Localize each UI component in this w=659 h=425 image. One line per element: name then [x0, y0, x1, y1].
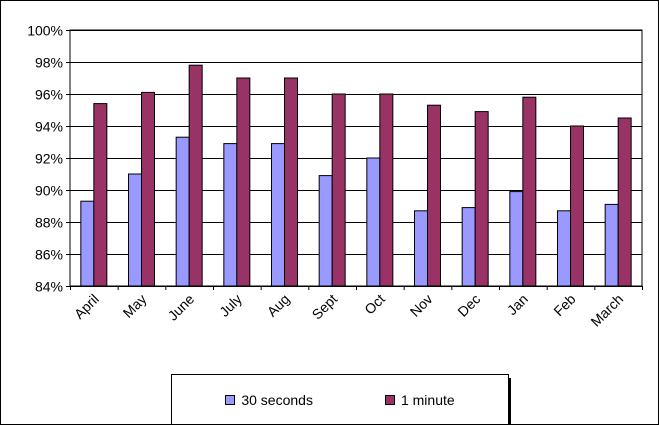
bar-chart: 84% 86% 88% 90% 92% 94% 96% 98% 100% April May Jun…	[27, 23, 643, 330]
bar-1-minute-april	[93, 103, 108, 287]
x-tick-label: April	[71, 291, 102, 322]
gridlines	[69, 29, 643, 287]
y-tick-label: 94%	[35, 119, 63, 135]
bars	[80, 64, 632, 287]
y-tick-label: 88%	[35, 215, 63, 231]
y-axis: 84% 86% 88% 90% 92% 94% 96% 98% 100%	[27, 23, 70, 295]
y-tick-label: 92%	[35, 151, 63, 167]
x-tick-label: Sept	[309, 291, 341, 323]
x-tick-label: Nov	[407, 291, 436, 320]
bar-30-seconds-june	[175, 136, 190, 287]
bar-1-minute-aug	[284, 77, 298, 287]
legend-label-1-minute: 1 minute	[400, 391, 455, 408]
bar-30-seconds-april	[80, 200, 95, 287]
bar-30-seconds-jan	[509, 191, 524, 287]
legend: 30 seconds 1 minute	[171, 374, 511, 424]
x-axis: April May June July Aug Sept Oct Nov Dec Jan Feb Ma…	[70, 286, 643, 330]
bar-30-seconds-aug	[271, 143, 285, 287]
bar-30-seconds-march	[604, 203, 619, 287]
y-tick-label: 84%	[35, 279, 63, 295]
x-tick-label: May	[120, 291, 150, 321]
bar-1-minute-march	[617, 117, 632, 287]
x-tick-label: Jan	[504, 291, 531, 318]
bar-30-seconds-oct	[366, 157, 381, 287]
bar-30-seconds-dec	[461, 207, 476, 287]
x-tick-label: Oct	[361, 291, 388, 318]
bar-1-minute-dec	[474, 111, 489, 287]
bar-1-minute-jan	[522, 96, 537, 287]
y-tick-label: 98%	[35, 55, 63, 71]
bar-1-minute-july	[236, 77, 251, 287]
legend-swatch-30-seconds	[225, 394, 236, 405]
x-tick-label: Aug	[264, 291, 293, 320]
x-tick-label: June	[165, 291, 198, 324]
bar-30-seconds-sept	[318, 175, 333, 287]
bar-1-minute-feb	[570, 125, 584, 287]
x-tick-label: Feb	[550, 291, 579, 320]
legend-label-30-seconds: 30 seconds	[241, 391, 313, 408]
x-tick-label: July	[216, 291, 245, 320]
bar-1-minute-oct	[379, 93, 394, 287]
bar-30-seconds-july	[223, 143, 238, 287]
bar-1-minute-nov	[427, 104, 441, 287]
y-tick-label: 90%	[35, 183, 63, 199]
bar-30-seconds-may	[128, 173, 142, 287]
legend-item-30-seconds: 30 seconds	[225, 392, 313, 408]
legend-swatch-1-minute	[384, 394, 395, 405]
bar-1-minute-may	[141, 91, 155, 287]
bar-1-minute-sept	[331, 93, 346, 287]
bar-30-seconds-nov	[414, 210, 428, 287]
y-tick-label: 96%	[35, 87, 63, 103]
bar-1-minute-june	[188, 64, 203, 287]
bar-30-seconds-feb	[557, 210, 571, 287]
x-tick-label: March	[587, 291, 626, 330]
y-tick-label: 86%	[35, 247, 63, 263]
y-tick-label: 100%	[27, 23, 63, 39]
legend-item-1-minute: 1 minute	[384, 391, 455, 408]
x-tick-label: Dec	[454, 291, 483, 320]
